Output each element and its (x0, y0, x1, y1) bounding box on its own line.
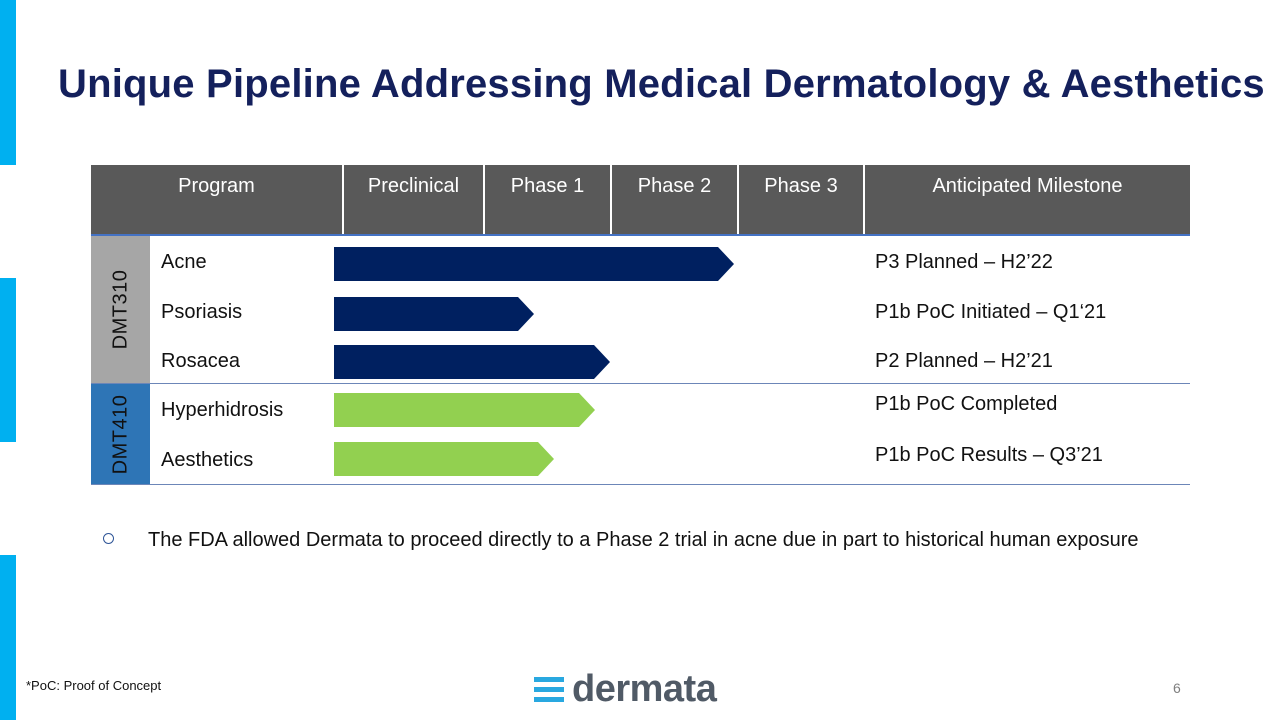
progress-arrow-hyperhidrosis (334, 393, 595, 427)
header-phase-1: Phase 1 (485, 165, 612, 235)
accent-bar-bottom (0, 555, 16, 720)
progress-arrow-rosacea (334, 345, 610, 379)
group-dmt410-label: DMT410 (109, 394, 132, 475)
footnote: *PoC: Proof of Concept (26, 678, 162, 693)
logo-stripes-icon (534, 677, 564, 702)
row-label-acne: Acne (161, 251, 207, 273)
row-label-hyperhidrosis: Hyperhidrosis (161, 399, 284, 421)
bullet-circle-icon (103, 533, 114, 544)
progress-arrow-aesthetics (334, 442, 554, 476)
logo-text: dermata (572, 668, 717, 710)
row-label-aesthetics: Aesthetics (161, 449, 254, 471)
header-preclinical: Preclinical (344, 165, 485, 235)
group-separator (91, 383, 1190, 384)
milestone-psoriasis: P1b PoC Initiated – Q1‘21 (875, 301, 1107, 323)
header-divider (91, 234, 1190, 236)
dermata-logo: dermata (534, 668, 717, 711)
page-number: 6 (1173, 680, 1181, 696)
accent-bar-top (0, 0, 16, 165)
progress-arrow-psoriasis (334, 297, 534, 331)
milestone-hyperhidrosis: P1b PoC Completed (875, 393, 1058, 415)
bullet-text: The FDA allowed Dermata to proceed direc… (148, 529, 1139, 551)
group-dmt310-label: DMT310 (109, 269, 132, 350)
header-phase-3: Phase 3 (739, 165, 865, 235)
milestone-aesthetics: P1b PoC Results – Q3’21 (875, 444, 1103, 466)
group-dmt410: DMT410 (91, 384, 150, 485)
milestone-acne: P3 Planned – H2’22 (875, 251, 1053, 273)
progress-arrow-acne (334, 247, 734, 281)
header-phase-2: Phase 2 (612, 165, 739, 235)
table-bottom-border (91, 484, 1190, 485)
group-dmt310: DMT310 (91, 236, 150, 383)
header-anticipated-milestone: Anticipated Milestone (865, 165, 1190, 235)
row-label-psoriasis: Psoriasis (161, 301, 243, 323)
accent-bar-middle (0, 278, 16, 442)
slide-title: Unique Pipeline Addressing Medical Derma… (58, 62, 1265, 106)
row-label-rosacea: Rosacea (161, 350, 240, 372)
milestone-rosacea: P2 Planned – H2’21 (875, 350, 1053, 372)
header-program: Program (91, 165, 344, 235)
